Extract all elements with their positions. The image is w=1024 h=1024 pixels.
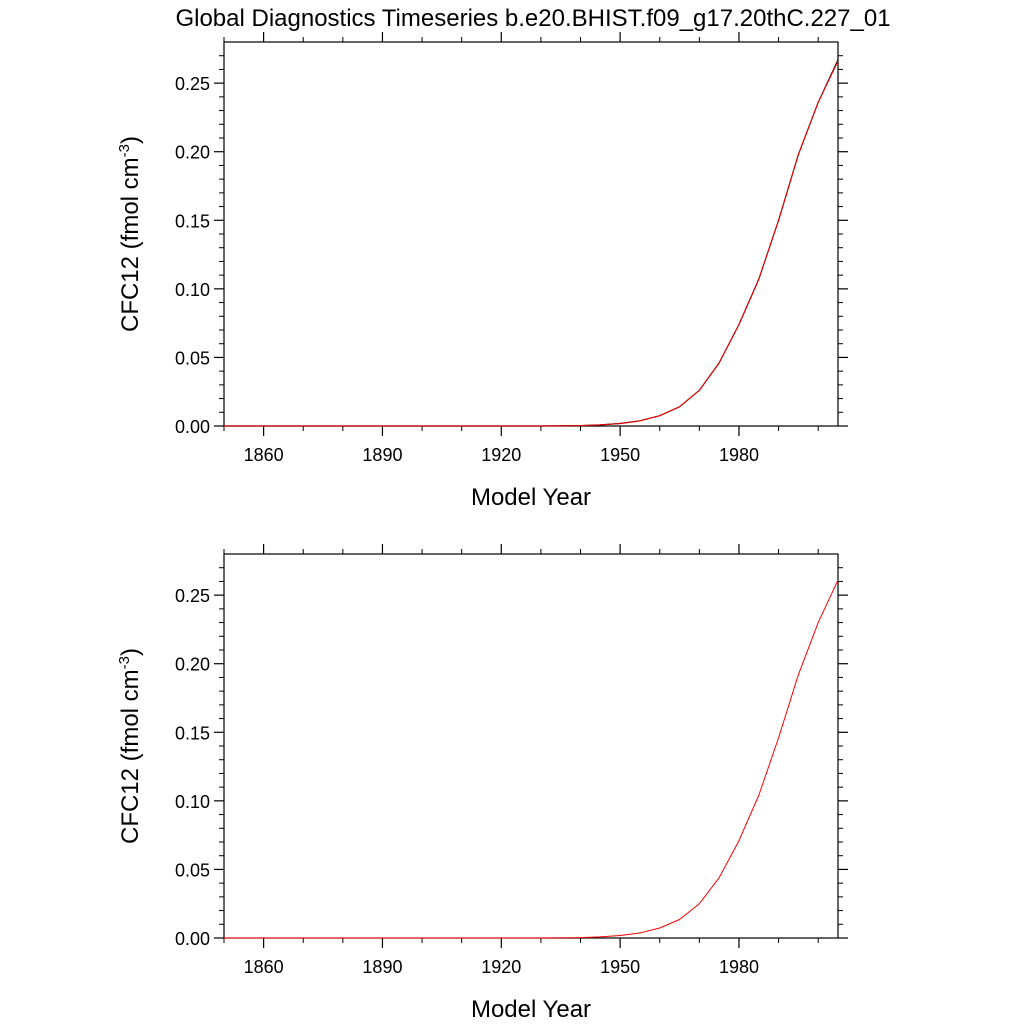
y-tick-label: 0.10 [175, 792, 210, 812]
x-tick-label: 1860 [244, 445, 284, 465]
x-tick-label: 1890 [362, 445, 402, 465]
figure-title: Global Diagnostics Timeseries b.e20.BHIS… [175, 5, 890, 32]
y-axis-label-close: ) [117, 648, 144, 656]
series-layer [224, 59, 839, 427]
y-axis-label: CFC12 (fmol cm-3) [116, 648, 144, 844]
x-tick-label: 1920 [481, 957, 521, 977]
series-line-0 [224, 59, 839, 427]
x-axis-label: Model Year [471, 484, 591, 511]
y-axis-label: CFC12 (fmol cm-3) [116, 136, 144, 332]
y-tick-label: 0.00 [175, 417, 210, 437]
x-tick-label: 1980 [719, 445, 759, 465]
y-axis-label-main: CFC12 (fmol cm [117, 669, 144, 844]
y-axis-label-close: ) [117, 136, 144, 144]
series-line-0 [224, 579, 839, 939]
axis-ticks [214, 32, 848, 436]
x-tick-label: 1860 [244, 957, 284, 977]
axis-ticks [214, 544, 848, 948]
plot-frame [223, 553, 839, 939]
y-axis-label-main: CFC12 (fmol cm [117, 157, 144, 332]
chart-panel-bottom: 1860 1890 1920 1950 1980 0.00 0.05 0.10 0.15 0.20… [116, 544, 848, 1023]
tick-labels: 1860 1890 1920 1950 1980 0.00 0.05 0.10 0.15 0.20… [175, 586, 759, 977]
series-layer [224, 579, 839, 939]
y-tick-label: 0.15 [175, 211, 210, 231]
x-tick-label: 1980 [719, 957, 759, 977]
x-tick-label: 1890 [362, 957, 402, 977]
y-axis-label-superscript: -3 [116, 144, 133, 157]
y-tick-label: 0.05 [175, 348, 210, 368]
y-tick-label: 0.25 [175, 74, 210, 94]
tick-labels: 1860 1890 1920 1950 1980 0.00 0.05 0.10 0.15 0.20… [175, 74, 759, 465]
y-tick-label: 0.20 [175, 655, 210, 675]
x-tick-label: 1920 [481, 445, 521, 465]
y-tick-label: 0.25 [175, 586, 210, 606]
chart-panel-top: 1860 1890 1920 1950 1980 0.00 0.05 0.10 0.15 0.20… [116, 32, 848, 511]
y-tick-label: 0.05 [175, 860, 210, 880]
plot-frame [223, 41, 839, 427]
y-tick-label: 0.15 [175, 723, 210, 743]
x-axis-label: Model Year [471, 996, 591, 1023]
y-tick-label: 0.00 [175, 929, 210, 949]
x-tick-label: 1950 [600, 957, 640, 977]
y-tick-label: 0.20 [175, 143, 210, 163]
y-tick-label: 0.10 [175, 280, 210, 300]
x-tick-label: 1950 [600, 445, 640, 465]
y-axis-label-superscript: -3 [116, 656, 133, 669]
series-line-1 [224, 60, 839, 427]
